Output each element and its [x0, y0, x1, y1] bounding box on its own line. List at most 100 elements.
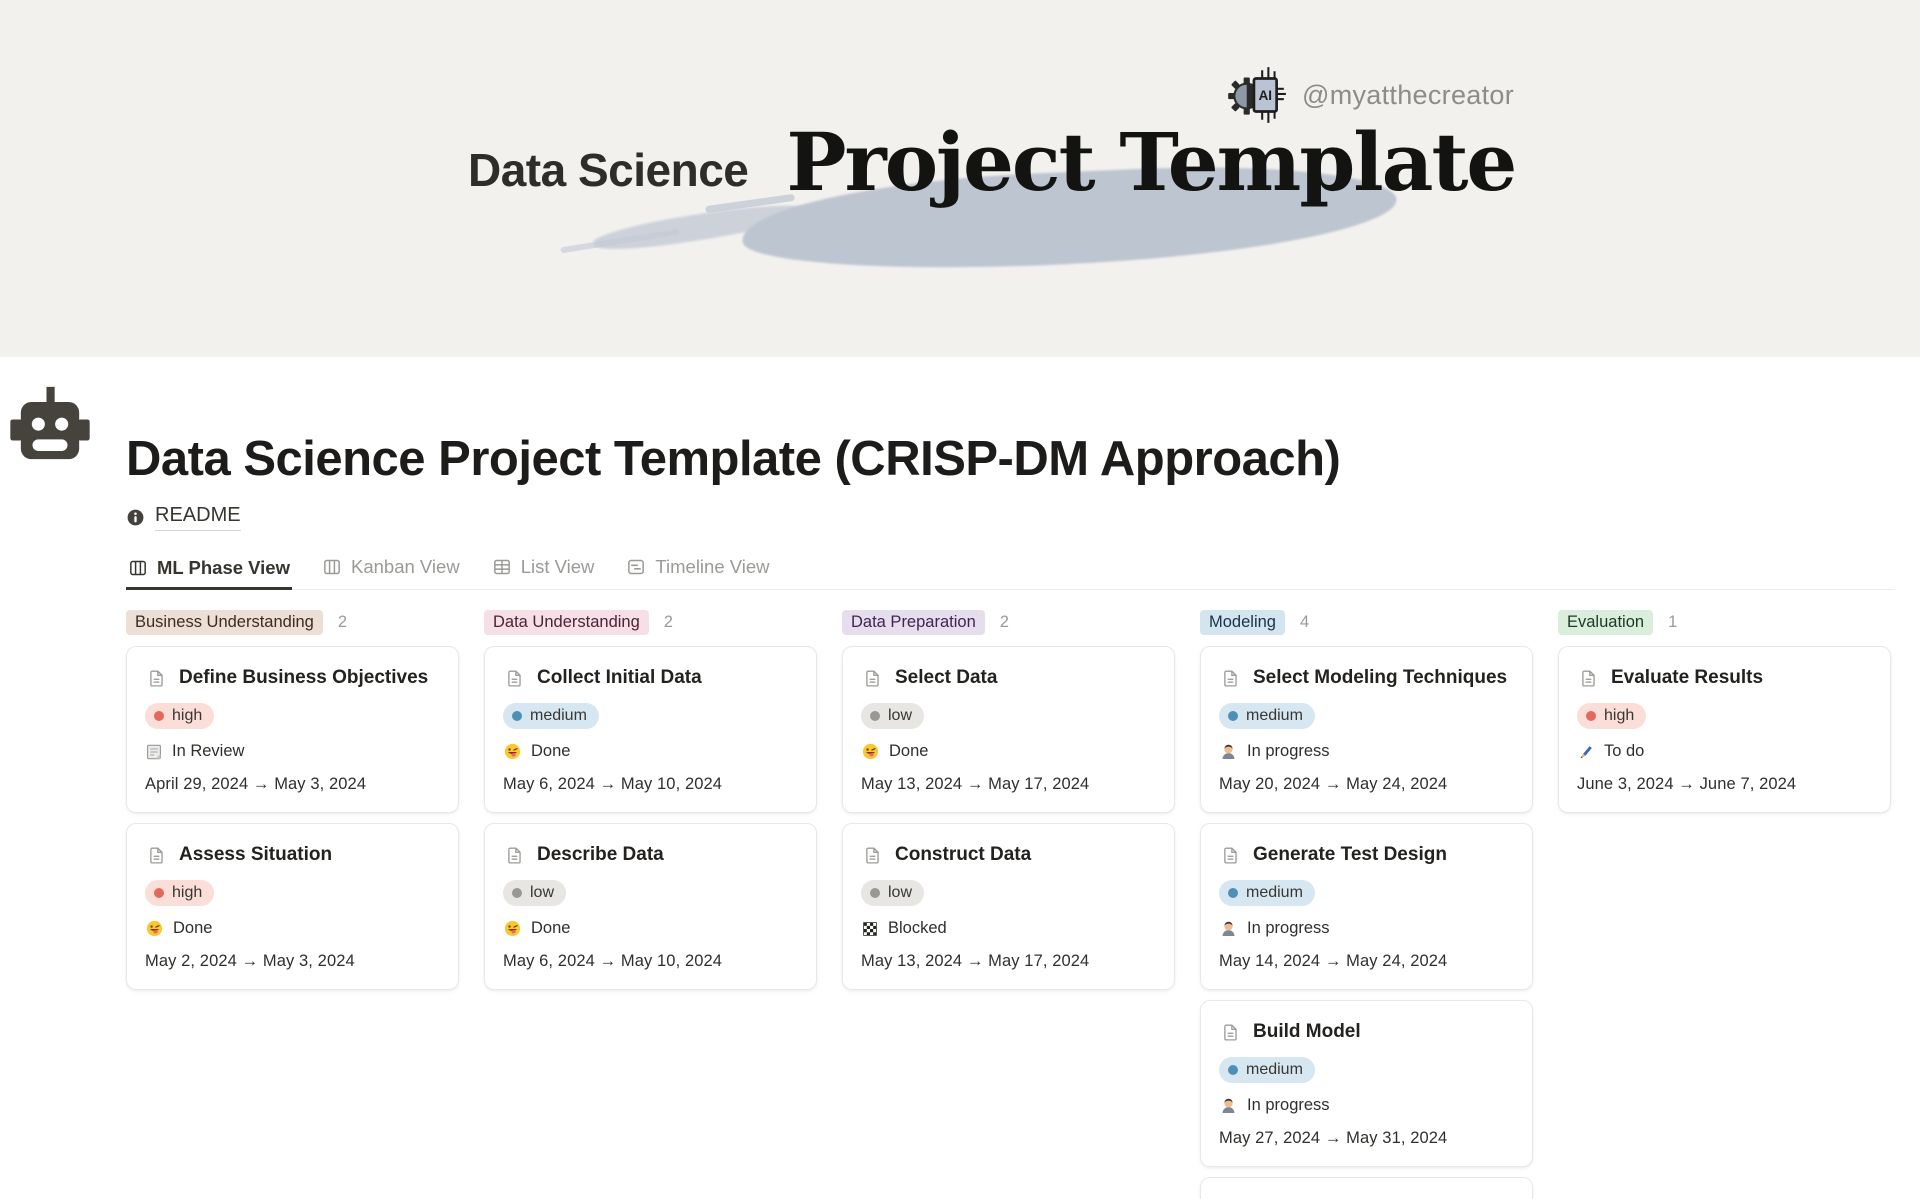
column-count: 2	[663, 612, 673, 631]
status-row: To do	[1577, 742, 1872, 761]
board-column: Modeling 4 Select Modeling Techniques me…	[1200, 607, 1533, 1199]
priority-dot-icon	[512, 711, 522, 722]
banner-title-prefix: Data Science	[468, 144, 749, 196]
card-title-row	[1219, 1193, 1514, 1199]
svg-text:AI: AI	[1259, 88, 1272, 103]
date-range: May 14, 2024 → May 24, 2024	[1219, 952, 1448, 971]
column-header: Modeling 4	[1200, 607, 1533, 637]
task-card[interactable]: Collect Initial Data medium Done May 6, …	[484, 646, 817, 814]
card-title: Build Model	[1253, 1021, 1361, 1043]
memo-icon	[145, 743, 163, 761]
board-icon	[128, 558, 148, 578]
status-row: In progress	[1219, 1096, 1514, 1115]
task-card[interactable]: Assess Situation high Done May 2, 2024 →…	[126, 823, 459, 991]
ai-gear-logo-icon: AI	[1223, 62, 1289, 128]
page-title: Data Science Project Template (CRISP-DM …	[126, 432, 1341, 486]
card-title: Describe Data	[537, 844, 664, 866]
priority-badge: high	[145, 880, 215, 907]
tab-timeline-view[interactable]: Timeline View	[624, 549, 771, 589]
task-card[interactable]: Evaluate Results high To do June 3, 2024…	[1558, 646, 1891, 814]
checkerboard-icon	[861, 920, 879, 938]
card-title-row: Build Model	[1219, 1016, 1514, 1044]
column-cards: Select Modeling Techniques medium In pro…	[1200, 646, 1533, 1199]
date-range: May 2, 2024 → May 3, 2024	[145, 952, 355, 971]
status-label: In progress	[1247, 742, 1330, 761]
priority-label: high	[1604, 707, 1635, 725]
priority-dot-icon	[1228, 711, 1238, 722]
priority-dot-icon	[512, 888, 522, 899]
card-title: Evaluate Results	[1611, 667, 1764, 689]
task-card[interactable]	[1200, 1177, 1533, 1199]
tongue-face-icon	[145, 919, 164, 938]
readme-toggle[interactable]: README	[126, 504, 1895, 532]
tab-ml-phase-view[interactable]: ML Phase View	[126, 549, 292, 591]
priority-badge: medium	[503, 703, 599, 730]
status-label: Done	[531, 919, 571, 938]
priority-badge: low	[861, 880, 925, 907]
priority-label: medium	[530, 707, 587, 725]
table-icon	[492, 557, 512, 577]
card-title: Assess Situation	[179, 844, 333, 866]
task-card[interactable]: Select Modeling Techniques medium In pro…	[1200, 646, 1533, 814]
robot-icon[interactable]	[8, 381, 92, 465]
kanban-board: Business Understanding 2 Define Business…	[126, 607, 1895, 1199]
card-title-row: Describe Data	[503, 839, 798, 867]
task-card[interactable]: Describe Data low Done May 6, 2024 → May…	[484, 823, 817, 991]
banner-title-display: Project Template	[786, 115, 1517, 209]
priority-label: high	[172, 707, 203, 725]
column-count: 2	[337, 612, 348, 631]
priority-label: low	[888, 707, 913, 725]
date-range: May 13, 2024 → May 17, 2024	[861, 775, 1090, 794]
priority-label: low	[888, 884, 913, 902]
priority-badge: low	[503, 880, 567, 907]
column-header: Data Preparation 2	[842, 607, 1175, 637]
card-title: Generate Test Design	[1253, 844, 1447, 866]
status-label: In Review	[172, 742, 245, 761]
priority-badge: medium	[1219, 703, 1315, 730]
status-label: In progress	[1247, 919, 1330, 938]
doc-icon	[1221, 669, 1240, 688]
task-card[interactable]: Define Business Objectives high In Revie…	[126, 646, 459, 814]
status-row: In progress	[1219, 919, 1514, 938]
task-card[interactable]: Select Data low Done May 13, 2024 → May …	[842, 646, 1175, 814]
status-label: To do	[1604, 742, 1645, 761]
column-header: Business Understanding 2	[126, 607, 459, 637]
status-row: In Review	[145, 742, 440, 761]
readme-label: README	[155, 504, 241, 532]
board-column: Data Understanding 2 Collect Initial Dat…	[484, 607, 817, 991]
status-label: Done	[889, 742, 929, 761]
date-range: May 6, 2024 → May 10, 2024	[503, 952, 723, 971]
tab-kanban-view[interactable]: Kanban View	[320, 549, 462, 589]
status-row: Done	[861, 742, 1156, 761]
date-range: June 3, 2024 → June 7, 2024	[1577, 775, 1797, 794]
tab-list-view[interactable]: List View	[490, 549, 597, 589]
view-tabs: ML Phase View Kanban View List View Time…	[126, 549, 1895, 591]
date-range: May 20, 2024 → May 24, 2024	[1219, 775, 1448, 794]
priority-badge: medium	[1219, 1057, 1315, 1084]
tongue-face-icon	[503, 919, 522, 938]
card-title-row: Assess Situation	[145, 839, 440, 867]
status-label: Done	[531, 742, 571, 761]
priority-dot-icon	[870, 888, 880, 899]
status-label: In progress	[1247, 1096, 1330, 1115]
task-card[interactable]: Generate Test Design medium In progress …	[1200, 823, 1533, 991]
doc-icon	[1221, 846, 1240, 865]
banner-heading: Data Science Project Template	[468, 115, 1517, 209]
column-badge: Data Preparation	[842, 609, 985, 635]
doc-icon	[863, 846, 882, 865]
priority-label: medium	[1246, 707, 1303, 725]
priority-badge: high	[1577, 703, 1647, 730]
task-card[interactable]: Build Model medium In progress May 27, 2…	[1200, 1000, 1533, 1168]
info-icon	[126, 508, 145, 527]
column-header: Evaluation 1	[1558, 607, 1891, 637]
column-cards: Select Data low Done May 13, 2024 → May …	[842, 646, 1175, 991]
card-title-row: Generate Test Design	[1219, 839, 1514, 867]
priority-dot-icon	[1586, 711, 1596, 722]
doc-icon	[863, 669, 882, 688]
column-badge: Data Understanding	[484, 609, 649, 635]
column-cards: Collect Initial Data medium Done May 6, …	[484, 646, 817, 991]
priority-dot-icon	[1228, 1065, 1238, 1076]
date-range: May 13, 2024 → May 17, 2024	[861, 952, 1090, 971]
task-card[interactable]: Construct Data low Blocked May 13, 2024 …	[842, 823, 1175, 991]
date-range: May 27, 2024 → May 31, 2024	[1219, 1129, 1448, 1148]
